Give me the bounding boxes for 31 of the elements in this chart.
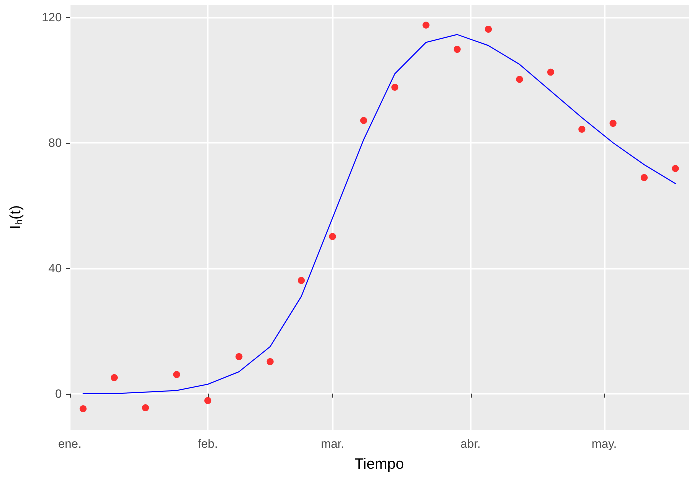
point xyxy=(578,126,586,134)
x-tick-label: ene. xyxy=(58,437,82,451)
point xyxy=(236,353,243,360)
x-tick-label: mar. xyxy=(321,437,344,451)
point xyxy=(547,68,554,76)
x-tick-label: may. xyxy=(592,437,617,451)
point xyxy=(111,374,118,382)
y-tick-label: 0 xyxy=(55,386,62,401)
point xyxy=(392,84,399,91)
point xyxy=(640,174,648,182)
x-tick-label: abr. xyxy=(460,437,481,451)
point xyxy=(329,233,336,240)
x-tick-label: feb. xyxy=(198,437,218,451)
point xyxy=(422,22,430,29)
point xyxy=(266,358,274,366)
point xyxy=(80,405,87,412)
x-axis-title: Tiempo xyxy=(354,456,404,473)
point xyxy=(610,120,617,128)
point xyxy=(360,117,368,124)
y-tick-label: 80 xyxy=(48,136,62,150)
y-tick-label: 120 xyxy=(42,10,62,25)
point xyxy=(672,165,680,172)
point xyxy=(204,397,212,404)
point xyxy=(454,46,461,54)
point xyxy=(298,277,306,284)
y-axis-title: Ih(t) xyxy=(8,206,26,230)
point xyxy=(516,76,524,84)
y-tick-label: 40 xyxy=(48,261,62,276)
point xyxy=(142,404,150,412)
point xyxy=(173,371,180,378)
point xyxy=(485,26,492,33)
